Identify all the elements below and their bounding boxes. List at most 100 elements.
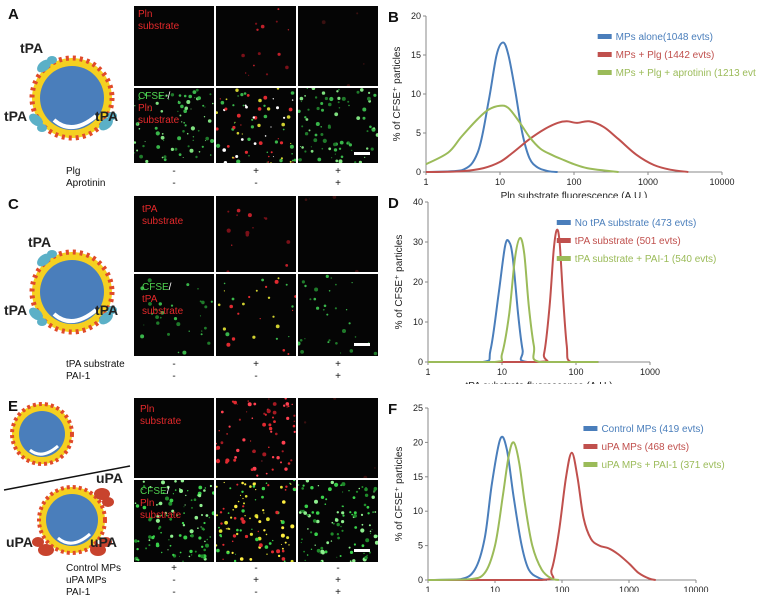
- fluorescent-particle: [298, 109, 301, 113]
- fluorescent-particle: [160, 135, 165, 140]
- panel-letter: F: [388, 401, 397, 418]
- fluorescent-particle: [367, 96, 371, 101]
- fluorescent-particle: [174, 480, 177, 483]
- fluorescent-particle: [212, 102, 214, 105]
- fluorescent-particle: [332, 522, 335, 525]
- fluorescent-particle: [367, 512, 370, 515]
- fluorescent-particle: [190, 126, 195, 131]
- fluorescent-particle: [293, 430, 296, 433]
- fluorescent-particle: [248, 155, 250, 157]
- fluorescent-particle: [265, 73, 269, 76]
- fluorescent-particle: [373, 351, 378, 356]
- fluorescent-particle: [241, 490, 244, 493]
- fluorescent-particle: [328, 487, 332, 492]
- legend-swatch: [597, 34, 612, 39]
- fluorescent-particle: [155, 131, 160, 136]
- fluorescent-particle: [272, 402, 277, 406]
- fluorescent-particle: [363, 63, 365, 65]
- fluorescent-particle: [205, 543, 209, 548]
- fluorescent-particle: [204, 106, 206, 108]
- fluorescent-particle: [216, 459, 221, 464]
- fluorescent-particle: [154, 126, 158, 130]
- fluorescent-particle: [276, 549, 281, 554]
- x-tick-label: 1: [425, 367, 430, 377]
- fluorescent-particle: [210, 139, 214, 143]
- condition-value: +: [335, 178, 341, 189]
- legend-entry: MPs + Plg + aprotinin (1213 evts): [616, 68, 756, 79]
- chart-f: F0510152025110100100010000Pln substrate …: [388, 401, 725, 592]
- fluorescent-particle: [160, 110, 164, 113]
- fluorescent-particle: [256, 474, 259, 477]
- fluorescent-particle: [282, 128, 285, 131]
- fluorescent-particle: [319, 552, 321, 554]
- fluorescent-particle: [308, 198, 310, 200]
- fluorescent-particle: [284, 541, 287, 544]
- fluorescent-particle: [284, 489, 287, 491]
- panel-letter: D: [388, 195, 399, 212]
- fluorescent-particle: [244, 534, 249, 539]
- fluorescent-particle: [332, 196, 337, 199]
- condition-value: -: [254, 178, 258, 189]
- chart-d: D 0 10 20 30 40 1 10 100 1000 tPA substrate fluore…: [388, 195, 716, 384]
- fluorescent-particle: [136, 122, 139, 125]
- fluorescent-particle: [148, 544, 151, 547]
- fluorescent-particle: [223, 161, 228, 163]
- fluorescent-particle: [334, 153, 336, 155]
- fluorescent-particle: [301, 125, 304, 128]
- micrograph-e-bot-2: [216, 480, 296, 562]
- y-tick-label: 15: [411, 50, 421, 60]
- fluorescent-particle: [353, 543, 356, 546]
- fluorescent-particle: [226, 342, 231, 347]
- fluorescent-particle: [241, 519, 246, 524]
- micrograph-c-bot-2: [216, 274, 296, 356]
- fluorescent-particle: [201, 145, 204, 148]
- fluorescent-particle: [325, 498, 328, 501]
- fluorescent-particle: [188, 94, 192, 99]
- fluorescent-particle: [271, 550, 274, 554]
- fluorescent-particle: [216, 548, 220, 553]
- fluorescent-particle: [291, 305, 294, 308]
- fluorescent-particle: [238, 418, 241, 421]
- fluorescent-particle: [237, 500, 240, 503]
- fluorescent-particle: [209, 93, 212, 96]
- fluorescent-particle: [277, 554, 281, 558]
- micrograph-a-bot-1: CFSE / Pln substrate: [134, 88, 214, 163]
- fluorescent-particle: [272, 410, 277, 415]
- fluorescent-particle: [201, 514, 203, 516]
- condition-label-pai-1: PAI-1: [66, 587, 91, 598]
- fluorescent-particle: [261, 460, 263, 462]
- fluorescent-particle: [358, 487, 361, 490]
- panel-letter: B: [388, 9, 399, 26]
- fluorescent-particle: [267, 484, 270, 487]
- fluorescent-particle: [170, 534, 174, 538]
- fluorescent-particle: [241, 133, 243, 135]
- fluorescent-particle: [369, 532, 372, 534]
- fluorescent-particle: [158, 501, 163, 506]
- fluorescent-particle: [257, 530, 259, 533]
- panel-letter-e: E: [8, 398, 19, 415]
- micrograph-texture: [303, 398, 376, 478]
- fluorescent-particle: [321, 91, 326, 95]
- fluorescent-particle: [209, 154, 212, 156]
- fluorescent-particle: [232, 125, 236, 130]
- fluorescent-particle: [322, 138, 327, 143]
- x-axis-label: tPA substrate fluorescence (A.U.): [465, 381, 612, 384]
- fluorescent-particle: [262, 509, 265, 512]
- fluorescent-particle: [364, 156, 366, 158]
- fluorescent-particle: [314, 287, 319, 292]
- y-tick-label: 0: [418, 575, 423, 585]
- fluorescent-particle: [352, 496, 356, 499]
- fluorescent-particle: [368, 99, 371, 103]
- condition-value: -: [172, 371, 176, 382]
- fluorescent-particle: [363, 475, 368, 478]
- fluorescent-particle: [304, 559, 306, 562]
- fluorescent-particle: [179, 555, 180, 557]
- fluorescent-particle: [248, 74, 250, 76]
- merge-red-label: Pln substrate: [140, 498, 182, 521]
- fluorescent-particle: [145, 547, 148, 550]
- fluorescent-particle: [306, 513, 309, 517]
- y-axis-label: % of CFSE⁺ particles: [394, 235, 405, 330]
- chart-b: B 0 5 10 15 20 1 10 100 1000 10000 Pln substrate fl…: [388, 9, 756, 198]
- fluorescent-particle: [348, 490, 350, 492]
- fluorescent-particle: [200, 333, 203, 336]
